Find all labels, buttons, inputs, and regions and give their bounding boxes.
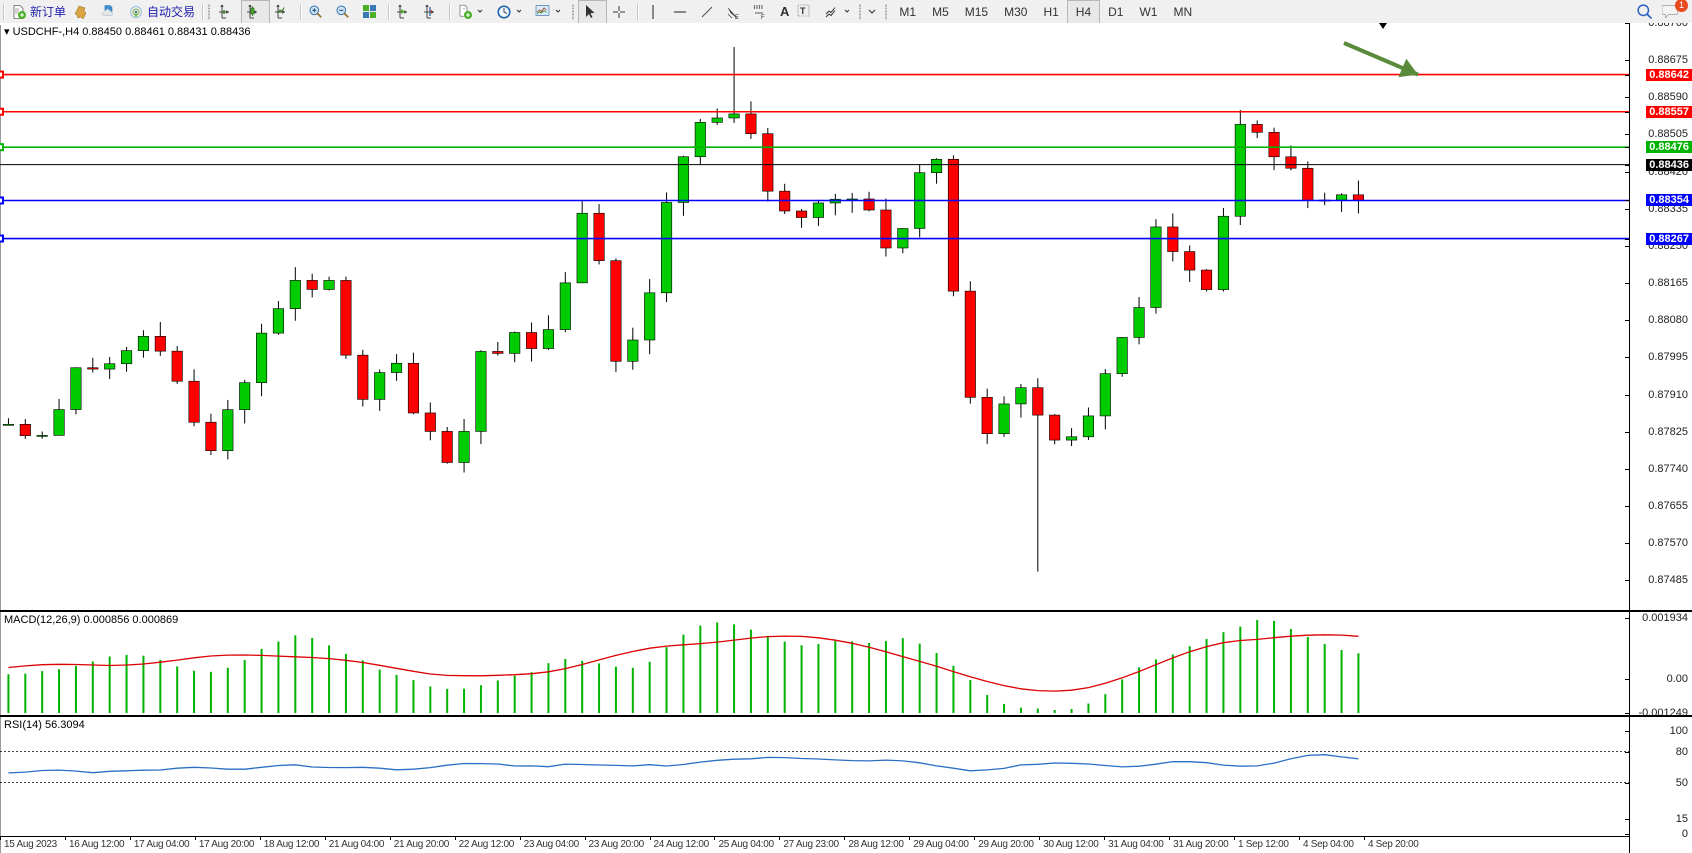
- svg-text:T: T: [800, 6, 806, 16]
- svg-text:E: E: [735, 15, 739, 20]
- svg-text:F: F: [761, 15, 765, 20]
